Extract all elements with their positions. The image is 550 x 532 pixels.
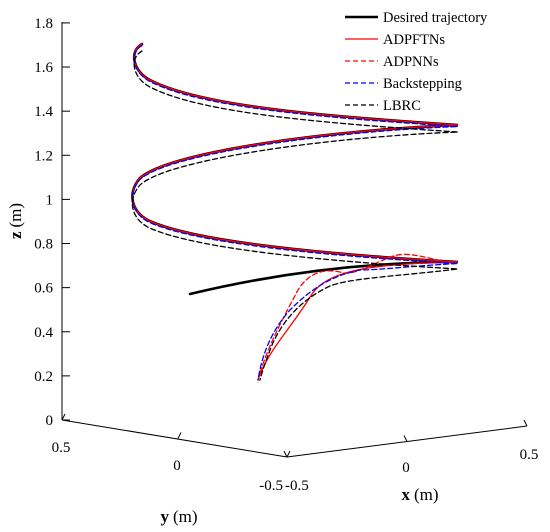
- x-axis-label: x (m): [401, 485, 438, 504]
- legend-label: ADPNNs: [383, 54, 439, 70]
- series-line: [131, 50, 459, 381]
- y-axis-variable: y: [160, 507, 169, 526]
- trajectory-curves: [131, 42, 459, 381]
- tick-labels: 0 0.2 0.4 0.6 0.8 1 1.2 1.4 1.6 1.8 0.5 0 -0.5 -0.5 0 0…: [34, 16, 538, 494]
- x-tick: [283, 450, 288, 458]
- x-tick-label: 0.5: [520, 447, 539, 463]
- y-tick-label: 0: [173, 458, 181, 474]
- legend: Desired trajectory ADPFTNs ADPNNs Backstepp…: [345, 10, 488, 114]
- z-tick-label: 0.6: [34, 281, 53, 297]
- z-tick-label: 1: [46, 192, 54, 208]
- z-tick-label: 1.4: [34, 104, 53, 120]
- z-tick-label: 1.6: [34, 60, 53, 76]
- z-axis-unit: (m): [6, 203, 25, 228]
- legend-label: LBRC: [383, 98, 421, 114]
- y-axis-unit: (m): [173, 507, 198, 526]
- y-axis-line: [61, 419, 288, 458]
- x-tick: [523, 419, 528, 427]
- tick-marks: [61, 22, 528, 458]
- series-line: [131, 43, 459, 381]
- x-tick-label: 0: [402, 460, 410, 476]
- y-tick-label: 0.5: [52, 440, 71, 456]
- x-axis-variable: x: [401, 485, 410, 504]
- z-axis-label: z (m): [6, 203, 25, 239]
- series-line: [131, 44, 459, 381]
- z-tick-label: 1.8: [34, 16, 53, 32]
- z-axis-variable: z: [6, 231, 25, 239]
- y-tick: [286, 450, 291, 458]
- legend-label: Desired trajectory: [383, 10, 488, 26]
- legend-label: Backstepping: [383, 76, 462, 92]
- legend-label: ADPFTNs: [383, 32, 445, 48]
- z-tick-label: 1.2: [34, 148, 53, 164]
- y-tick: [177, 432, 182, 439]
- x-tick-label: -0.5: [285, 478, 309, 494]
- y-tick-label: -0.5: [259, 478, 283, 494]
- y-tick: [61, 413, 66, 421]
- z-tick-label: 0: [46, 413, 54, 429]
- y-axis-label: y (m): [160, 507, 197, 526]
- series-line: [131, 43, 459, 381]
- z-tick-label: 0.2: [34, 369, 53, 385]
- x-axis-unit: (m): [414, 485, 439, 504]
- x-tick: [403, 435, 408, 442]
- z-tick-label: 0.4: [34, 325, 53, 341]
- z-tick-label: 0.8: [34, 237, 53, 253]
